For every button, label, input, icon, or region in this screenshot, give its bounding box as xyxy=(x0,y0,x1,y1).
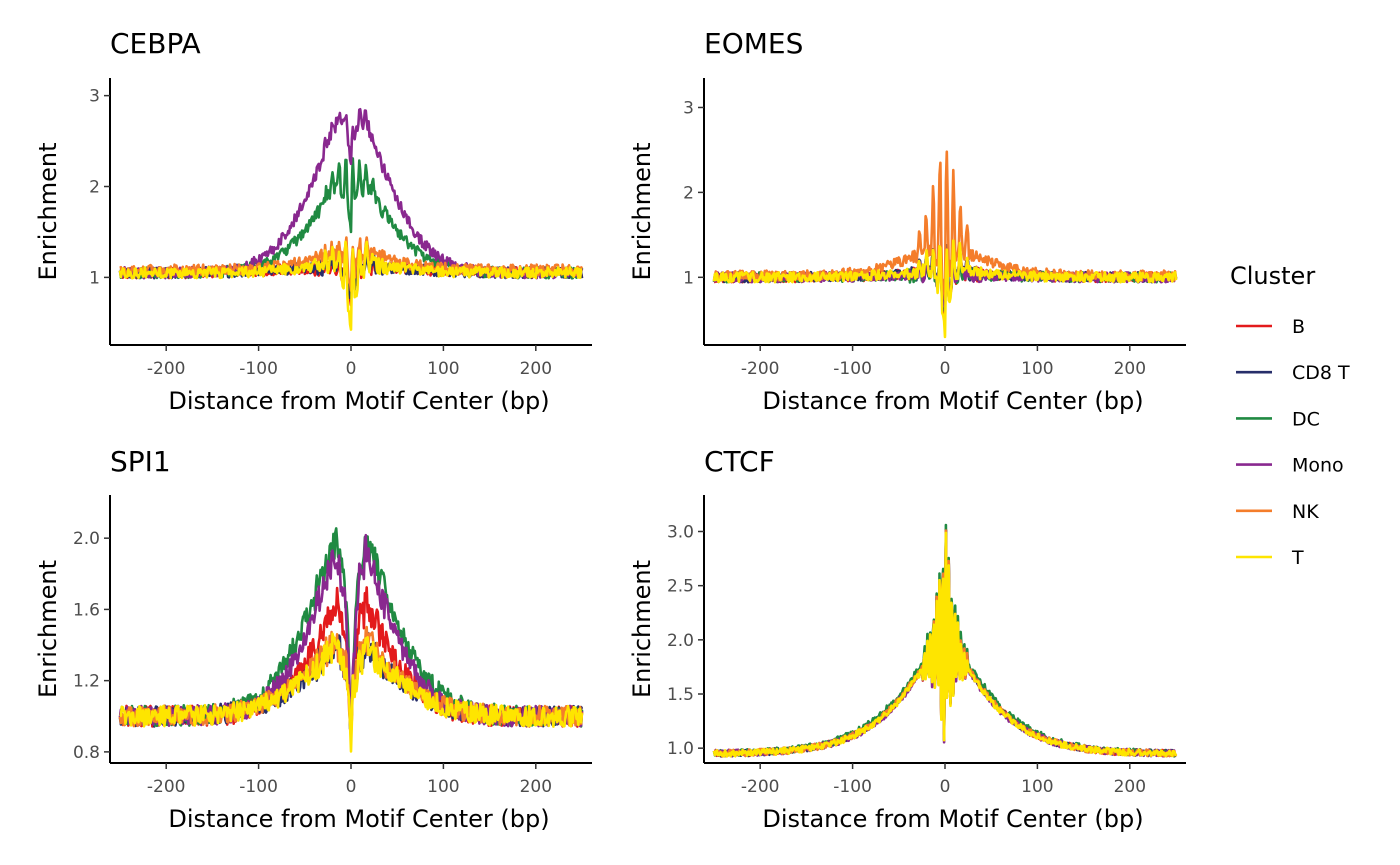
x-tick-label: -200 xyxy=(741,777,780,797)
series-group xyxy=(712,523,1178,758)
legend: Cluster B CD8 T DC Mono NK T xyxy=(1230,262,1350,569)
y-tick-label: 1.5 xyxy=(667,685,694,705)
x-tick-label: 0 xyxy=(346,359,357,379)
panel-title: EOMES xyxy=(704,27,803,60)
x-tick-label: 100 xyxy=(427,777,459,797)
x-tick-label: 100 xyxy=(1021,777,1053,797)
y-tick-label: 2.0 xyxy=(73,529,100,549)
series-group xyxy=(712,150,1178,339)
legend-label: Mono xyxy=(1292,455,1344,477)
legend-label: CD8 T xyxy=(1292,362,1350,384)
series-line-t xyxy=(118,240,583,331)
x-tick-label: -100 xyxy=(239,777,278,797)
legend-item-dc: DC xyxy=(1236,408,1320,430)
y-tick-label: 2 xyxy=(683,183,694,203)
panel-title: CEBPA xyxy=(110,27,201,60)
panel-title: SPI1 xyxy=(110,445,171,478)
x-axis-label: Distance from Motif Center (bp) xyxy=(168,805,549,833)
y-axis-label: Enrichment xyxy=(34,142,62,280)
x-tick-label: -100 xyxy=(833,777,872,797)
x-tick-label: 200 xyxy=(520,777,552,797)
x-tick-label: -200 xyxy=(147,777,186,797)
panel-cebpa: CEBPA -200 -100 0 100 200 1 2 3 Distance from Mot… xyxy=(34,27,592,415)
x-tick-label: 0 xyxy=(940,359,951,379)
panel-spi1: SPI1 -200 -100 0 100 200 0.8 1.2 1.6 2.0 Distance … xyxy=(34,445,592,833)
x-axis-label: Distance from Motif Center (bp) xyxy=(168,387,549,415)
y-axis-label: Enrichment xyxy=(628,560,656,698)
y-tick-label: 3 xyxy=(683,98,694,118)
y-tick-label: 1.0 xyxy=(667,739,694,759)
x-tick-label: -200 xyxy=(147,359,186,379)
y-tick-label: 2.0 xyxy=(667,631,694,651)
x-tick-label: -200 xyxy=(741,359,780,379)
panel-title: CTCF xyxy=(704,445,775,478)
y-tick-label: 2.5 xyxy=(667,577,694,597)
x-tick-label: 100 xyxy=(1021,359,1053,379)
y-tick-label: 1 xyxy=(683,268,694,288)
y-tick-label: 0.8 xyxy=(73,743,100,763)
panel-ctcf: CTCF -200 -100 0 100 200 1.0 1.5 2.0 2.5 3.0 Distan… xyxy=(628,445,1186,833)
x-tick-label: -100 xyxy=(833,359,872,379)
y-axis-label: Enrichment xyxy=(34,560,62,698)
x-tick-label: 200 xyxy=(1114,777,1146,797)
y-tick-label: 3.0 xyxy=(667,523,694,543)
series-line-mono xyxy=(118,533,584,731)
y-tick-label: 1.6 xyxy=(73,600,100,620)
series-line-t xyxy=(712,531,1178,758)
x-tick-label: 100 xyxy=(427,359,459,379)
y-axis-label: Enrichment xyxy=(628,142,656,280)
y-tick-label: 3 xyxy=(89,87,100,107)
x-axis-label: Distance from Motif Center (bp) xyxy=(762,387,1143,415)
y-tick-label: 2 xyxy=(89,178,100,198)
x-tick-label: -100 xyxy=(239,359,278,379)
series-group xyxy=(118,107,584,331)
legend-item-b: B xyxy=(1236,316,1305,338)
legend-label: B xyxy=(1292,316,1305,338)
legend-label: NK xyxy=(1292,501,1319,523)
y-tick-label: 1.2 xyxy=(73,672,100,692)
y-tick-label: 1 xyxy=(89,268,100,288)
x-tick-label: 200 xyxy=(520,359,552,379)
legend-label: T xyxy=(1291,547,1304,569)
x-tick-label: 0 xyxy=(940,777,951,797)
series-line-t xyxy=(119,632,584,753)
legend-item-t: T xyxy=(1236,547,1304,569)
legend-item-mono: Mono xyxy=(1236,455,1344,477)
legend-item-cd8-t: CD8 T xyxy=(1236,362,1350,384)
x-tick-label: 200 xyxy=(1114,359,1146,379)
x-tick-label: 0 xyxy=(346,777,357,797)
legend-label: DC xyxy=(1292,408,1320,430)
series-group xyxy=(118,527,584,753)
legend-title: Cluster xyxy=(1230,262,1315,290)
x-axis-label: Distance from Motif Center (bp) xyxy=(762,805,1143,833)
series-line-t xyxy=(712,239,1178,339)
panel-eomes: EOMES -200 -100 0 100 200 1 2 3 Distance from Mot… xyxy=(628,27,1186,415)
legend-item-nk: NK xyxy=(1236,501,1319,523)
